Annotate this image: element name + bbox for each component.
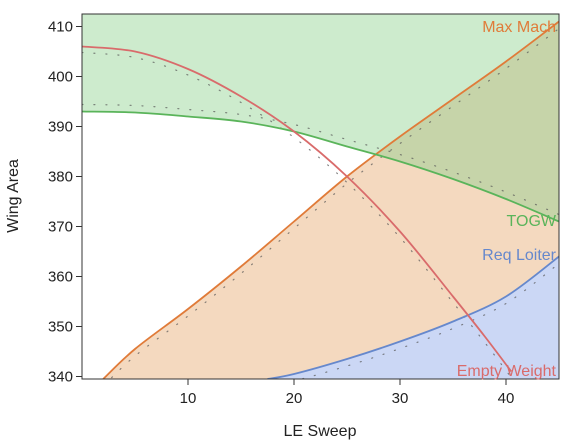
- series-labels: Max Mach TOGW Req Loiter Empty Weight: [457, 19, 557, 380]
- y-tick-label: 340: [48, 369, 73, 386]
- plot-area: [82, 14, 559, 379]
- hatch-req-loiter: [299, 262, 559, 379]
- hatch-togw: [82, 103, 559, 216]
- x-axis: 10 20 30 40: [180, 379, 515, 407]
- series-line-req-loiter: [267, 255, 559, 379]
- y-tick-label: 410: [48, 19, 73, 36]
- hatch-empty-weight: [82, 51, 512, 379]
- plot-frame: [81, 13, 560, 380]
- y-tick-label: 380: [48, 169, 73, 186]
- series-line-max-mach: [102, 20, 559, 379]
- y-tick-label: 370: [48, 219, 73, 236]
- series-line-empty-weight: [82, 45, 513, 373]
- series-curves: [82, 20, 559, 379]
- region-req-loiter: [267, 256, 559, 379]
- label-togw: TOGW: [507, 213, 557, 230]
- x-tick-label: 20: [286, 390, 303, 407]
- x-tick-label: 10: [180, 390, 197, 407]
- y-tick-label: 350: [48, 319, 73, 336]
- x-tick-label: 40: [498, 390, 515, 407]
- x-axis-title: LE Sweep: [284, 423, 357, 440]
- y-tick-label: 390: [48, 119, 73, 136]
- series-line-togw: [82, 110, 559, 223]
- label-max-mach: Max Mach: [482, 19, 556, 36]
- y-tick-label: 360: [48, 269, 73, 286]
- region-fills: [82, 14, 559, 379]
- y-axis: 340 350 360 370 380 390 400 410: [48, 19, 82, 386]
- region-dots: [82, 27, 559, 379]
- label-req-loiter: Req Loiter: [482, 247, 556, 264]
- y-tick-label: 400: [48, 69, 73, 86]
- label-empty-weight: Empty Weight: [457, 363, 557, 380]
- y-axis-title: Wing Area: [5, 159, 22, 233]
- x-tick-label: 30: [392, 390, 409, 407]
